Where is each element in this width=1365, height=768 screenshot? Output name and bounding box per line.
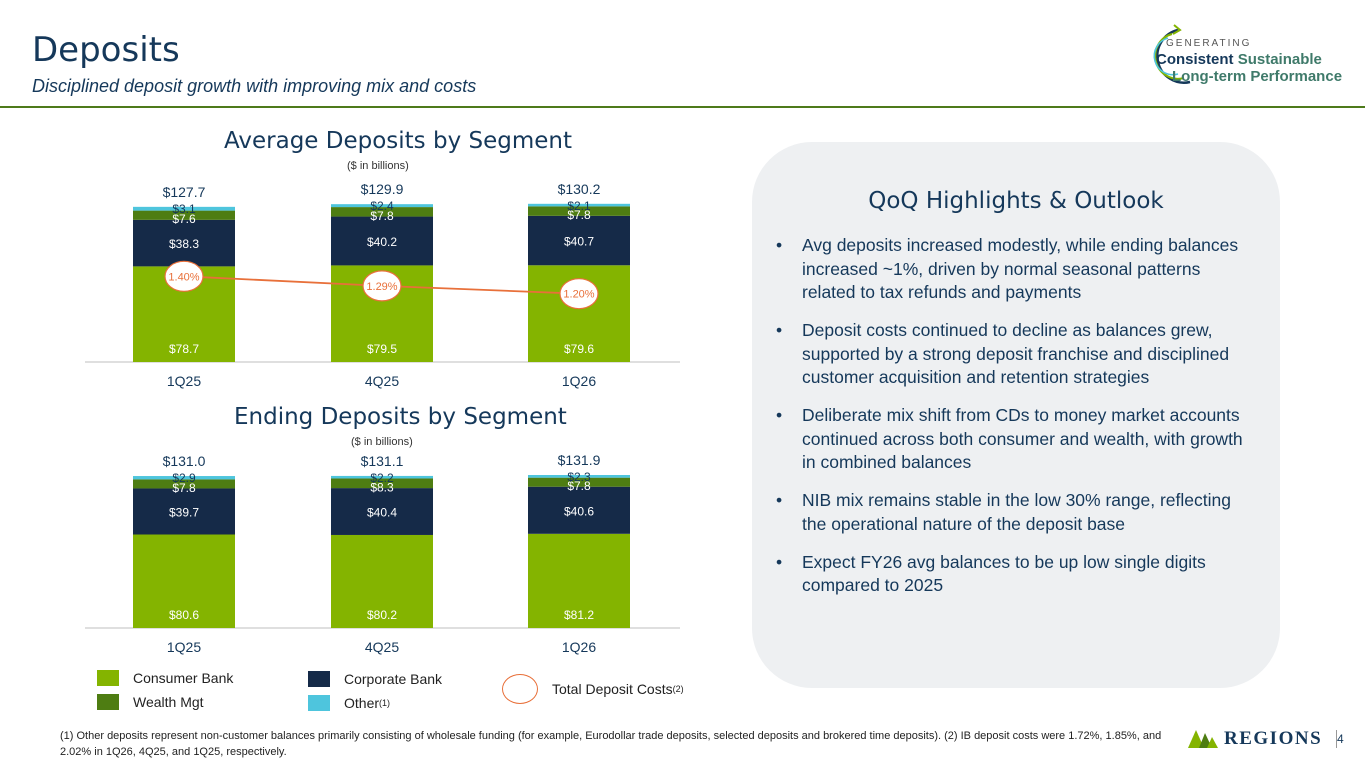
bar-corporate <box>528 215 630 266</box>
category-label: 4Q25 <box>365 639 399 655</box>
end-chart-title: Ending Deposits by Segment <box>234 404 567 430</box>
data-label-corporate: $38.3 <box>169 237 199 251</box>
data-label-other: $2.2 <box>370 471 394 485</box>
bar-corporate <box>133 219 235 267</box>
brand-badge: GENERATING Consistent Sustainable Long-t… <box>1130 18 1345 98</box>
bar-corporate <box>331 488 433 535</box>
data-label-other: $2.1 <box>567 199 591 213</box>
bar-wealth <box>331 207 433 217</box>
data-label-corporate: $40.4 <box>367 506 397 520</box>
header-divider <box>0 106 1365 108</box>
regions-wordmark: REGIONS <box>1224 728 1323 749</box>
bar-wealth <box>133 210 235 220</box>
deposit-cost-label: 1.40% <box>168 271 199 283</box>
data-label-wealth: $7.6 <box>172 212 196 226</box>
data-label-wealth: $7.8 <box>567 208 591 222</box>
total-label: $130.2 <box>558 181 601 197</box>
data-label-corporate: $40.6 <box>564 504 594 518</box>
badge-line-3: Long-term Performance <box>1172 68 1343 85</box>
bar-other <box>331 475 433 479</box>
data-label-corporate: $39.7 <box>169 505 199 519</box>
category-label: 1Q25 <box>167 373 201 389</box>
legend-consumer: Consumer Bank <box>97 670 233 686</box>
data-label-wealth: $7.8 <box>567 479 591 493</box>
highlight-item: Deliberate mix shift from CDs to money m… <box>776 404 1246 475</box>
data-label-consumer: $81.2 <box>564 608 594 622</box>
total-label: $129.9 <box>361 181 404 197</box>
bar-other <box>133 476 235 480</box>
legend-wealth: Wealth Mgt <box>97 694 204 710</box>
deposit-cost-marker <box>362 270 402 302</box>
bar-corporate <box>331 216 433 266</box>
total-label: $127.7 <box>163 184 206 200</box>
data-label-wealth: $8.3 <box>370 480 394 494</box>
highlights-list: Avg deposits increased modestly, while e… <box>776 234 1246 612</box>
highlight-item: Deposit costs continued to decline as ba… <box>776 319 1246 390</box>
highlight-item: Avg deposits increased modestly, while e… <box>776 234 1246 305</box>
data-label-consumer: $79.6 <box>564 342 594 356</box>
data-label-other: $2.4 <box>370 199 394 213</box>
bar-other <box>331 204 433 208</box>
deposit-charts: $78.7 $38.3 $7.6$3.1 $127.7 1Q25 $79.5 $40.2 $7… <box>85 181 680 655</box>
data-label-other: $3.1 <box>172 202 196 216</box>
bar-consumer <box>528 533 630 628</box>
deposit-cost-marker <box>559 278 599 310</box>
highlights-title: QoQ Highlights & Outlook <box>868 188 1164 214</box>
highlight-item: NIB mix remains stable in the low 30% ra… <box>776 489 1246 536</box>
badge-line-1: GENERATING <box>1166 38 1252 49</box>
page-number: 4 <box>1337 732 1344 746</box>
data-label-wealth: $7.8 <box>172 481 196 495</box>
data-label-consumer: $79.5 <box>367 342 397 356</box>
category-label: 4Q25 <box>365 373 399 389</box>
data-label-other: $2.9 <box>172 471 196 485</box>
deposit-cost-marker <box>164 260 204 292</box>
legend-other: Other (1) <box>308 695 390 711</box>
data-label-other: $2.3 <box>567 470 591 484</box>
regions-pyramid-icon <box>1188 730 1218 748</box>
page-title: Deposits <box>32 30 180 70</box>
bar-consumer <box>331 534 433 628</box>
category-label: 1Q26 <box>562 373 596 389</box>
legend-corporate: Corporate Bank <box>308 671 442 687</box>
legend-costs: Total Deposit Costs (2) <box>502 674 684 704</box>
bar-other <box>528 203 630 207</box>
highlights-panel: QoQ Highlights & Outlook Avg deposits in… <box>752 142 1280 688</box>
badge-swoosh-icon <box>1153 24 1191 84</box>
avg-chart-title: Average Deposits by Segment <box>224 128 572 154</box>
badge-line-2: Consistent Sustainable <box>1156 51 1322 68</box>
data-label-consumer: $78.7 <box>169 342 199 356</box>
category-label: 1Q25 <box>167 639 201 655</box>
deposit-cost-label: 1.20% <box>563 289 594 301</box>
avg-chart-subtitle: ($ in billions) <box>347 160 409 172</box>
footnote: (1) Other deposits represent non-custome… <box>60 730 1162 758</box>
bar-corporate <box>528 486 630 534</box>
bar-wealth <box>331 478 433 489</box>
deposit-cost-label: 1.29% <box>366 281 397 293</box>
data-label-consumer: $80.2 <box>367 608 397 622</box>
total-label: $131.0 <box>163 453 206 469</box>
total-label: $131.1 <box>361 453 404 469</box>
bar-wealth <box>133 479 235 489</box>
bar-corporate <box>133 488 235 535</box>
bar-consumer <box>133 534 235 628</box>
bar-other <box>133 206 235 211</box>
bar-wealth <box>528 206 630 216</box>
bar-other <box>528 474 630 478</box>
data-label-corporate: $40.7 <box>564 235 594 249</box>
data-label-corporate: $40.2 <box>367 235 397 249</box>
end-chart-subtitle: ($ in billions) <box>351 436 413 448</box>
highlight-item: Expect FY26 avg balances to be up low si… <box>776 551 1246 598</box>
page-subtitle: Disciplined deposit growth with improvin… <box>32 76 477 96</box>
bar-wealth <box>528 477 630 487</box>
total-label: $131.9 <box>558 452 601 468</box>
data-label-consumer: $80.6 <box>169 608 199 622</box>
category-label: 1Q26 <box>562 639 596 655</box>
regions-logo: REGIONS <box>1188 728 1338 750</box>
data-label-wealth: $7.8 <box>370 209 394 223</box>
